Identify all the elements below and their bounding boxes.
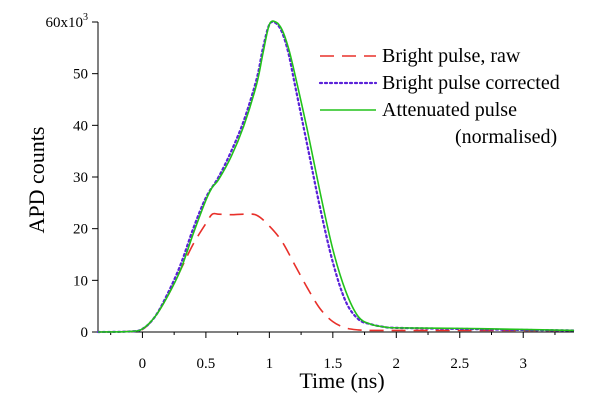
x-tick-label: 3 — [519, 356, 527, 372]
series-line-3 — [97, 20, 575, 333]
axes: 0 10 20 30 40 50 60x103 0 0.5 1 1.5 2 2.5 3 Time (ns) A… — [24, 12, 574, 393]
y-axis-title: APD counts — [24, 127, 49, 234]
x-tick-label: 0 — [139, 356, 147, 372]
legend-label-2: Bright pulse corrected — [382, 72, 560, 94]
series-line-1 — [97, 212, 574, 333]
y-scale-label: 60x103 — [46, 12, 89, 31]
x-tick-label: 1.5 — [323, 356, 342, 372]
x-tick-label: 1 — [266, 356, 274, 372]
series-layer — [96, 20, 576, 334]
series-line-2 — [96, 20, 576, 334]
legend-label-3: Attenuated pulse — [382, 99, 517, 121]
x-tick-label: 0.5 — [197, 356, 216, 372]
y-tick-label: 40 — [73, 118, 88, 134]
y-tick-label: 10 — [73, 273, 88, 289]
y-tick-label: 30 — [73, 170, 88, 186]
legend: Bright pulse, raw Bright pulse corrected A… — [318, 45, 560, 148]
x-axis-title: Time (ns) — [299, 368, 384, 393]
y-tick-label: 50 — [73, 67, 88, 83]
legend-label-1: Bright pulse, raw — [382, 45, 521, 67]
x-tick-label: 2.5 — [450, 356, 469, 372]
y-tick-label: 20 — [73, 222, 88, 238]
y-tick-label: 0 — [81, 325, 89, 341]
x-tick-label: 2 — [393, 356, 401, 372]
legend-label-3-line2: (normalised) — [455, 126, 557, 148]
